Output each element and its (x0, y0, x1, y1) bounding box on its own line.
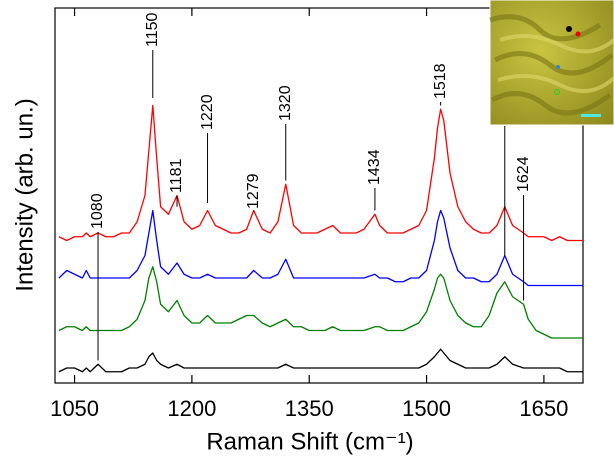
plot-frame (54, 7, 584, 384)
annotation-label: 1624 (515, 156, 532, 192)
annotation-label: 1150 (144, 12, 161, 47)
plot-area: 1050 1200 1350 1500 1650 1080 1150 1181 1220 1279… (50, 8, 583, 421)
x-tick-label: 1650 (519, 396, 568, 421)
x-tick-label: 1200 (167, 396, 216, 421)
annotation-label: 1320 (277, 85, 294, 121)
x-tick-label: 1500 (402, 396, 451, 421)
annotation-label: 1434 (366, 149, 383, 185)
annotation-label: 1080 (89, 193, 106, 229)
spectrum-line (58, 348, 583, 373)
annotation-label: 1220 (199, 94, 216, 130)
x-tick-label: 1050 (50, 396, 99, 421)
spectrum-line (58, 209, 583, 287)
x-tick-label: 1350 (285, 396, 334, 421)
spectrum-line (58, 266, 583, 339)
inset-image (489, 0, 614, 126)
spectrum-line (58, 104, 583, 242)
annotation-label: 1181 (168, 158, 185, 193)
x-axis-label: Raman Shift (cm⁻¹) (206, 428, 413, 455)
annotation-label: 1279 (245, 173, 262, 209)
y-axis-label: Intensity (arb. un.) (11, 98, 38, 291)
annotation-label: 1518 (432, 63, 449, 99)
